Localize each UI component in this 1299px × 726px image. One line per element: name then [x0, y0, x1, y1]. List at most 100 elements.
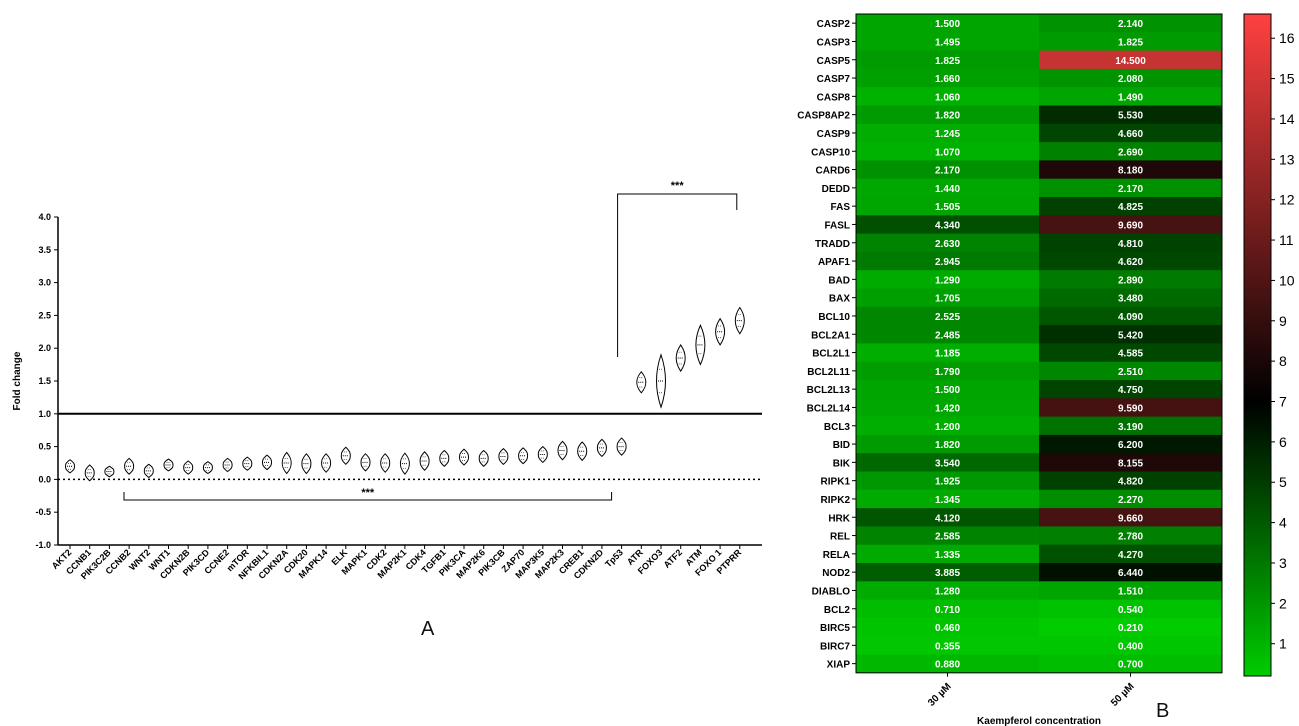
heatmap-cell — [856, 343, 1039, 363]
heatmap-cell — [1039, 489, 1222, 509]
heatmap-cell — [1039, 361, 1222, 381]
heatmap-cell — [856, 288, 1039, 308]
x-tick-label: WNT2 — [127, 547, 152, 572]
row-label-BCL2A1: BCL2A1 — [811, 330, 850, 341]
y-tick-label: 3.0 — [38, 278, 51, 288]
row-label-BCL10: BCL10 — [818, 312, 850, 323]
row-label-FASL: FASL — [824, 220, 850, 231]
row-label-BCL2L14: BCL2L14 — [807, 403, 851, 414]
cell-value-label: 0.880 — [935, 660, 960, 671]
column-label: 30 µM — [926, 681, 954, 709]
cell-value-label: 5.530 — [1118, 111, 1143, 122]
row-label-BAD: BAD — [828, 275, 850, 286]
cell-value-label: 1.440 — [935, 184, 960, 195]
row-label-CASP7: CASP7 — [817, 74, 851, 85]
heatmap-cell — [856, 251, 1039, 271]
cell-value-label: 8.180 — [1118, 166, 1143, 177]
cell-value-label: 4.090 — [1118, 312, 1143, 323]
heatmap-cell — [1039, 343, 1222, 363]
heatmap-cell — [1039, 453, 1222, 472]
cell-value-label: 0.355 — [935, 641, 960, 652]
heatmap-cell — [1039, 599, 1222, 619]
violin-plot: -1.0 -0.5 0.0 0.5 1.0 1.5 2.0 2.5 3.0 3.5 4.0 Fold … — [12, 180, 762, 581]
heatmap-cell — [1039, 270, 1222, 289]
heatmap-cell — [856, 489, 1039, 509]
heatmap-cell — [1039, 251, 1222, 271]
colorbar-tick-label: 12 — [1279, 192, 1295, 208]
heatmap-cell — [1039, 416, 1222, 436]
cell-value-label: 0.210 — [1118, 623, 1143, 634]
row-label-CASP3: CASP3 — [817, 37, 851, 48]
violin-CCNB2 — [124, 457, 135, 475]
cell-value-label: 2.585 — [935, 532, 960, 543]
heatmap-cell — [856, 215, 1039, 234]
panel-label-a: A — [421, 618, 435, 640]
colorbar-tick-label: 14 — [1279, 111, 1295, 127]
y-tick-label: 1.0 — [38, 409, 51, 419]
heatmap-frame — [855, 13, 1223, 674]
heatmap-cell — [856, 160, 1039, 180]
heatmap-cell — [856, 32, 1039, 51]
y-tick-label: 0.5 — [38, 442, 51, 452]
cell-value-label: 4.120 — [935, 513, 960, 524]
cell-value-label: 2.510 — [1118, 367, 1143, 378]
y-tick-label: 2.5 — [38, 310, 51, 320]
cell-value-label: 9.660 — [1118, 513, 1143, 524]
heatmap-cell — [1039, 178, 1222, 198]
panel-label-b: B — [1156, 700, 1170, 722]
heatmap-cell — [856, 544, 1039, 564]
colorbar-tick-label: 3 — [1279, 555, 1287, 571]
y-tick-label: -1.0 — [35, 540, 51, 550]
cell-value-label: 2.525 — [935, 312, 960, 323]
heatmap-cell — [856, 434, 1039, 454]
heatmap-cell — [856, 380, 1039, 399]
heatmap-cell — [1039, 471, 1222, 491]
cell-value-label: 2.270 — [1118, 495, 1143, 506]
cell-value-label: 4.270 — [1118, 550, 1143, 561]
cell-value-label: 2.780 — [1118, 532, 1143, 543]
cell-value-label: 9.690 — [1118, 220, 1143, 231]
heatmap-cell — [856, 270, 1039, 289]
heatmap-cell — [856, 617, 1039, 637]
row-label-CASP9: CASP9 — [817, 129, 851, 140]
y-tick-label: 4.0 — [38, 212, 51, 222]
cell-value-label: 2.080 — [1118, 74, 1143, 85]
heatmap-cell — [1039, 123, 1222, 143]
cell-value-label: 4.620 — [1118, 257, 1143, 268]
heatmap-cell — [856, 87, 1039, 106]
cell-value-label: 6.200 — [1118, 440, 1143, 451]
y-tick-label: -0.5 — [35, 507, 51, 517]
cell-value-label: 4.820 — [1118, 477, 1143, 488]
row-label-DEDD: DEDD — [822, 184, 850, 195]
heatmap-cell — [856, 68, 1039, 88]
colorbar-tick-label: 7 — [1279, 394, 1287, 410]
cell-value-label: 2.945 — [935, 257, 960, 268]
heatmap-cell — [856, 636, 1039, 655]
cell-value-label: 2.170 — [1118, 184, 1143, 195]
cell-value-label: 9.590 — [1118, 403, 1143, 414]
heatmap-cell — [856, 105, 1039, 125]
colorbar-tick-label: 4 — [1279, 515, 1287, 531]
cell-value-label: 1.335 — [935, 550, 960, 561]
significance-bracket-high — [617, 193, 738, 357]
row-label-BIK: BIK — [833, 458, 851, 469]
heatmap-cell — [856, 654, 1039, 674]
cell-value-label: 4.825 — [1118, 202, 1143, 213]
cell-value-label: 1.820 — [935, 440, 960, 451]
row-label-APAF1: APAF1 — [818, 257, 850, 268]
heatmap-cell — [1039, 306, 1222, 326]
heatmap-cell — [1039, 654, 1222, 674]
row-label-DIABLO: DIABLO — [812, 586, 851, 597]
cell-value-label: 1.490 — [1118, 92, 1143, 103]
row-label-BCL3: BCL3 — [824, 422, 851, 433]
column-label: 50 µM — [1109, 681, 1137, 709]
significance-label-low: *** — [361, 487, 375, 499]
heatmap-cell — [856, 14, 1039, 33]
y-tick-label: 3.5 — [38, 245, 51, 255]
cell-value-label: 1.495 — [935, 37, 960, 48]
cell-value-label: 3.885 — [935, 568, 960, 579]
heatmap-cell — [856, 197, 1039, 216]
x-tick-label: Tp53 — [603, 547, 625, 569]
cell-value-label: 4.810 — [1118, 239, 1143, 250]
significance-label-high: *** — [671, 180, 685, 192]
